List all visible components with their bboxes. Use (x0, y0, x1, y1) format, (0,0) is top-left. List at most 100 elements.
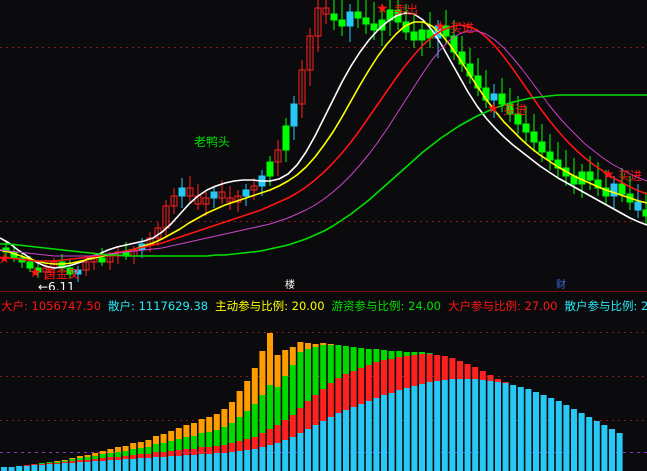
volume-segment-cyan (441, 380, 448, 471)
volume-segment-red (274, 425, 281, 443)
volume-segment-green (54, 462, 61, 463)
volume-segment-cyan (419, 384, 425, 471)
volume-segment-green (168, 441, 175, 451)
volume-segment-green (153, 444, 159, 452)
volume-segment-cyan (358, 404, 365, 471)
volume-indicator-pane[interactable] (0, 320, 647, 471)
volume-bar (411, 352, 418, 471)
candle (642, 192, 647, 224)
volume-bar (145, 440, 152, 471)
volume-bar (137, 442, 144, 471)
volume-segment-cyan (206, 454, 213, 471)
volume-segment-cyan (616, 433, 623, 471)
volume-bar (160, 434, 167, 471)
volume-segment-green (381, 350, 387, 360)
candle (314, 0, 322, 52)
volume-segment-cyan (381, 395, 387, 471)
volume-segment-orange (206, 417, 213, 432)
candle (522, 106, 530, 142)
ma-line (0, 12, 647, 269)
star-buy-upper-icon: ★ (434, 19, 447, 35)
volume-segment-green (358, 348, 365, 368)
volume-segment-red (229, 443, 235, 452)
candle (170, 188, 178, 214)
volume-segment-cyan (388, 393, 395, 471)
volume-segment-red (495, 379, 501, 382)
volume-segment-green (259, 395, 266, 433)
volume-bar (206, 417, 213, 471)
volume-segment-cyan (373, 398, 380, 471)
volume-bar (69, 458, 76, 471)
volume-segment-red (305, 401, 311, 429)
volume-segment-red (396, 357, 403, 390)
buy-label-mid: 买进 (503, 103, 528, 117)
volume-segment-green (206, 432, 213, 447)
volume-segment-cyan (457, 379, 463, 471)
volume-segment-green (350, 347, 357, 371)
volume-segment-cyan (449, 379, 456, 471)
volume-segment-cyan (274, 443, 281, 471)
candle (250, 178, 258, 200)
volume-segment-cyan (168, 456, 175, 471)
volume-segment-green (122, 451, 129, 456)
volume-segment-red (31, 464, 38, 465)
star-buy-right-icon: ★ (602, 167, 615, 183)
candle (210, 186, 218, 208)
volume-segment-green (183, 437, 190, 449)
volume-segment-green (365, 349, 372, 365)
volume-bar (403, 352, 410, 471)
volume-segment-cyan (571, 409, 577, 471)
volume-segment-cyan (259, 447, 266, 471)
volume-segment-orange (198, 419, 205, 433)
volume-bar (282, 350, 289, 471)
price-chart-pane[interactable]: ★ ★ ★ ★ ★ ★ 老鸭头 唐金叉 ←6.11 卖出 买进 买进 买进 (0, 0, 647, 290)
volume-segment-green (221, 427, 228, 445)
volume-segment-green (213, 430, 220, 446)
volume-segment-cyan (335, 413, 342, 471)
volume-segment-green (99, 454, 106, 458)
ma-line (0, 30, 647, 257)
volume-bar (601, 425, 608, 471)
volume-segment-red (191, 449, 197, 455)
star-sell-top-icon: ★ (376, 1, 389, 17)
volume-bar (115, 447, 121, 471)
volume-segment-red (61, 462, 68, 463)
volume-segment-red (426, 354, 433, 382)
volume-bar (23, 465, 30, 471)
star-left-edge-icon: ★ (0, 251, 11, 267)
candle (354, 0, 362, 28)
volume-bar (419, 352, 425, 471)
volume-segment-red (84, 460, 91, 462)
volume-segment-red (365, 365, 372, 401)
ma-line (0, 94, 647, 257)
volume-segment-cyan (175, 456, 182, 471)
volume-segment-red (206, 447, 213, 454)
candle (186, 176, 194, 202)
indicator-field: 散户参与比例: 29.0 (564, 298, 647, 313)
volume-bar (441, 356, 448, 471)
volume-segment-red (23, 465, 30, 466)
volume-segment-cyan (198, 454, 205, 471)
candle (74, 266, 82, 282)
volume-segment-cyan (464, 379, 471, 471)
volume-bar (229, 402, 235, 471)
volume-segment-cyan (244, 450, 251, 471)
volume-segment-cyan (92, 461, 99, 471)
volume-segment-cyan (434, 381, 441, 471)
volume-segment-green (175, 439, 182, 450)
volume-segment-red (388, 359, 395, 393)
volume-segment-red (77, 460, 83, 462)
volume-segment-cyan (99, 461, 106, 471)
volume-segment-orange (168, 431, 175, 441)
band-tag: 财 (556, 280, 566, 291)
volume-segment-red (145, 454, 152, 458)
candle (178, 178, 186, 208)
volume-bar (191, 423, 197, 471)
volume-segment-orange (61, 460, 68, 461)
volume-segment-cyan (563, 405, 570, 471)
volume-segment-cyan (495, 382, 501, 471)
volume-bar (46, 462, 53, 471)
volume-gridline (0, 332, 647, 333)
candle (338, 0, 346, 36)
indicator-field: 游资参与比例: 24.00 (331, 298, 441, 313)
